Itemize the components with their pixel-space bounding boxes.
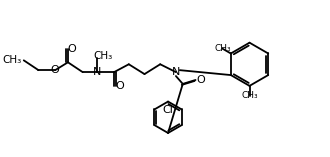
Text: CH₃: CH₃ <box>214 44 231 53</box>
Text: CH₃: CH₃ <box>94 51 113 61</box>
Text: O: O <box>196 75 205 85</box>
Text: N: N <box>93 67 102 77</box>
Text: O: O <box>115 81 124 91</box>
Text: N: N <box>172 67 180 77</box>
Text: CH₃: CH₃ <box>241 91 258 100</box>
Text: O: O <box>51 65 59 75</box>
Text: CH₃: CH₃ <box>3 55 22 65</box>
Text: O: O <box>68 43 76 54</box>
Text: Cl: Cl <box>163 105 174 115</box>
